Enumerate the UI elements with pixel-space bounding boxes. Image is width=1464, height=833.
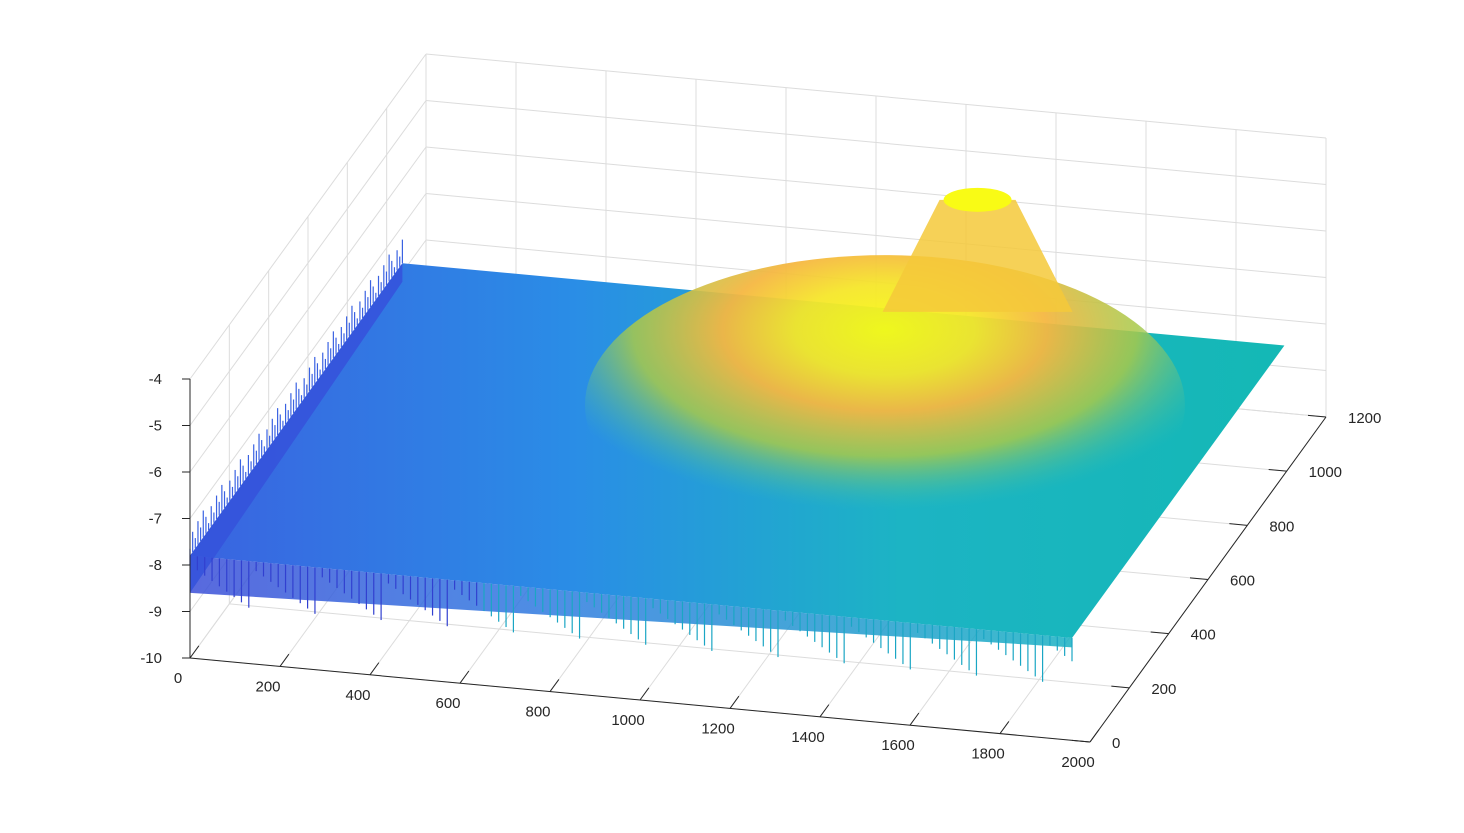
y-tick-mark [1150, 631, 1169, 635]
x-tick-label: 2000 [1061, 754, 1094, 771]
x-axis-ticks: 0 200 400 600 800 1000 1200 1400 1600 1800 2000 [174, 645, 1100, 771]
back-wall-grid-line [425, 193, 1327, 278]
x-tick-mark [459, 670, 470, 684]
x-tick-mark [999, 721, 1010, 734]
y-tick-label: 200 [1151, 681, 1176, 698]
x-tick-label: 1200 [701, 720, 734, 737]
y-tick-label: 400 [1191, 627, 1216, 644]
y-tick-label: 1000 [1309, 464, 1342, 481]
z-axis-ticks: -10 -9 -8 -7 -6 -5 -4 [140, 371, 190, 667]
z-tick-label: -5 [149, 418, 162, 435]
x-tick-label: 1000 [611, 712, 644, 729]
y-tick-label: 1200 [1348, 410, 1381, 427]
y-tick-label: 600 [1230, 573, 1255, 590]
x-tick-mark [1089, 729, 1100, 743]
x-tick-mark [189, 645, 200, 659]
z-tick-label: -10 [140, 650, 162, 667]
side-wall-grid-line [189, 53, 427, 380]
x-tick-label: 600 [435, 695, 460, 712]
x-tick-mark [909, 712, 920, 726]
y-tick-mark [1229, 523, 1248, 526]
back-wall-grid-line [425, 53, 1327, 139]
surface-peak-top [943, 187, 1012, 212]
y-tick-mark [1111, 685, 1130, 689]
z-tick-label: -9 [149, 604, 162, 621]
x-tick-label: 1600 [881, 737, 914, 754]
y-tick-mark [1307, 414, 1327, 418]
x-tick-mark [819, 704, 830, 718]
surface-peak-cone [882, 199, 1073, 312]
x-tick-label: 200 [255, 678, 280, 695]
y-tick-label: 0 [1112, 735, 1120, 752]
z-tick-label: -8 [149, 557, 162, 574]
x-tick-mark [369, 662, 380, 676]
surface-peak-slope [584, 255, 1185, 556]
z-tick-label: -7 [149, 511, 162, 528]
back-wall-grid-line [425, 100, 1327, 185]
back-wall-grid-line [425, 146, 1327, 232]
x-tick-mark [279, 653, 290, 667]
x-tick-label: 1400 [791, 729, 824, 746]
side-wall-grid-line [189, 193, 427, 519]
x-tick-mark [729, 695, 740, 709]
x-tick-label: 800 [525, 704, 550, 721]
side-wall-grid-line [189, 100, 427, 426]
y-tick-mark [1268, 468, 1287, 472]
x-tick-mark [549, 679, 560, 692]
y-axis-ticks: 0 200 400 600 800 1000 1200 [1071, 410, 1381, 752]
floor-grid-line [229, 603, 1130, 689]
y-tick-mark [1189, 577, 1209, 580]
y-tick-label: 800 [1269, 518, 1294, 535]
z-tick-label: -6 [149, 464, 162, 481]
side-wall-grid-line [189, 146, 427, 473]
surface-left-edge [190, 263, 403, 593]
x-tick-label: 1800 [971, 746, 1004, 763]
y-tick-mark [1071, 739, 1091, 743]
x-tick-mark [639, 687, 650, 701]
z-tick-label: -4 [149, 371, 162, 388]
x-tick-label: 400 [345, 687, 370, 704]
surface [189, 187, 1285, 682]
x-tick-label: 0 [174, 670, 182, 687]
